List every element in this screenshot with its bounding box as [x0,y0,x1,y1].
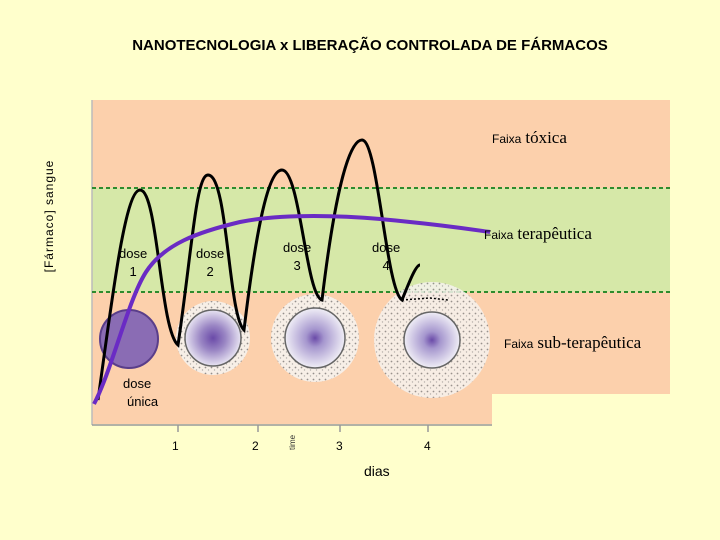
x-axis-label: dias [364,463,390,479]
controlled-release-curve [92,214,491,405]
chart-bottom-area [92,394,492,424]
single-dose-label: dose única [123,376,159,409]
nanoparticle-2 [176,301,250,375]
page-title: NANOTECNOLOGIA x LIBERAÇÃO CONTROLADA DE… [132,37,608,54]
zone-toxic [92,100,670,188]
zone-label-therapeutic: Faixa terapêutica [484,224,592,243]
nanoparticle-4 [374,282,490,398]
tick-label-1: 1 [172,439,179,453]
pulse-dosing-curve [96,138,421,401]
dose-label-1: dose 1 [119,246,148,279]
nanoparticle-3 [271,294,359,382]
dose-label-3: dose 3 [283,240,312,273]
dose-label-2: dose 2 [196,246,225,279]
dose-label-4: dose 4 [372,240,401,273]
zone-label-toxic: Faixa tóxica [492,128,567,147]
time-label: time [288,434,297,450]
zone-label-subtherapeutic: Faixa sub-terapêutica [504,333,642,352]
pulse-tail [401,297,449,301]
tick-label-4: 4 [424,439,431,453]
tick-label-2: 2 [252,439,259,453]
tick-label-3: 3 [336,439,343,453]
